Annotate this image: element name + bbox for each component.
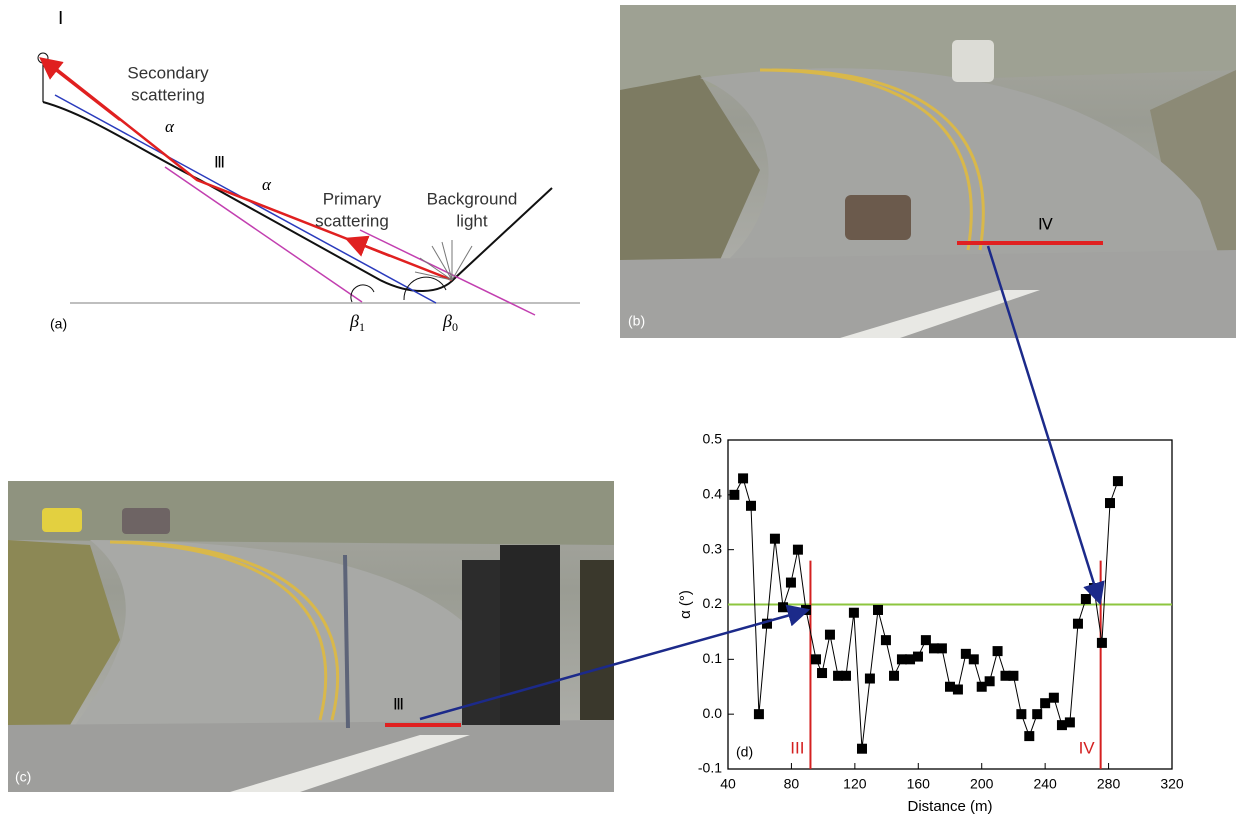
marker-label: IV (1079, 738, 1096, 757)
chart-d: -0.1 0.0 0.1 0.2 0.3 0.4 0.5 40 80 120 160 200 240 28… (677, 431, 1184, 815)
data-point (841, 671, 851, 681)
label: Background (427, 189, 518, 208)
person (580, 560, 614, 720)
beta: β (349, 311, 359, 331)
data-point (1065, 717, 1075, 727)
y-tick-label: 0.4 (703, 486, 723, 502)
point-label: Ⅰ (58, 8, 63, 28)
data-point (985, 676, 995, 686)
marker-label: Ⅲ (393, 697, 404, 714)
marker-label: Ⅳ (1038, 217, 1053, 234)
alpha: α (165, 117, 175, 136)
data-point (786, 578, 796, 588)
data-point (1049, 693, 1059, 703)
angle-arc (351, 285, 374, 302)
data-point (849, 608, 859, 618)
van (952, 40, 994, 82)
x-tick-label: 40 (720, 776, 736, 792)
label: Secondary (127, 63, 209, 82)
y-axis-label: α (°) (677, 590, 694, 619)
beta-label: β1 (349, 311, 365, 334)
data-point (770, 534, 780, 544)
subscript: 1 (359, 320, 365, 334)
x-tick-label: 200 (970, 776, 994, 792)
data-point (825, 630, 835, 640)
data-point (873, 605, 883, 615)
data-point (993, 646, 1003, 656)
label: light (456, 211, 487, 230)
y-tick-label: -0.1 (698, 760, 722, 776)
car (845, 195, 911, 240)
data-point (889, 671, 899, 681)
panel-label: (c) (15, 769, 31, 785)
panel-label: (d) (736, 744, 753, 760)
data-point (953, 684, 963, 694)
y-tick-label: 0.1 (703, 650, 723, 666)
data-point (857, 744, 867, 754)
data-point (1032, 709, 1042, 719)
data-point (793, 545, 803, 555)
data-point (778, 602, 788, 612)
data-point (1105, 498, 1115, 508)
trees (8, 481, 614, 545)
data-point (969, 654, 979, 664)
page: Ⅰ Secondary scattering α Ⅲ α Primary sca… (0, 0, 1236, 822)
data-point (937, 643, 947, 653)
figure: Ⅰ Secondary scattering α Ⅲ α Primary sca… (0, 0, 1236, 822)
data-point (1081, 594, 1091, 604)
x-tick-label: 240 (1033, 776, 1057, 792)
data-point (1016, 709, 1026, 719)
car (122, 508, 170, 534)
label: Primary (323, 189, 382, 208)
data-point (865, 674, 875, 684)
arrow (355, 242, 390, 256)
data-point (1113, 476, 1123, 486)
person (462, 560, 502, 725)
data-point (738, 473, 748, 483)
point-label: Ⅲ (214, 155, 225, 172)
data-point (881, 635, 891, 645)
data-point (1008, 671, 1018, 681)
light-path (45, 60, 452, 280)
data-point (1073, 619, 1083, 629)
x-tick-label: 320 (1160, 776, 1184, 792)
data-point (754, 709, 764, 719)
x-tick-label: 160 (907, 776, 931, 792)
data-point (1040, 698, 1050, 708)
x-axis-label: Distance (m) (907, 798, 992, 815)
diagram-a: Ⅰ Secondary scattering α Ⅲ α Primary sca… (38, 8, 580, 334)
data-point (811, 654, 821, 664)
label: scattering (131, 85, 205, 104)
data-point (817, 668, 827, 678)
alpha: α (262, 175, 272, 194)
panel-label: (a) (50, 316, 67, 332)
person (500, 545, 560, 725)
beta: β (442, 311, 452, 331)
x-tick-label: 280 (1097, 776, 1121, 792)
marker-label: III (790, 738, 804, 757)
y-tick-label: 0.2 (703, 595, 723, 611)
x-tick-label: 120 (843, 776, 867, 792)
panel-label: (b) (628, 313, 645, 329)
y-tick-label: 0.3 (703, 540, 723, 556)
background-rays (415, 240, 472, 280)
y-tick-label: 0.0 (703, 705, 723, 721)
data-point (1024, 731, 1034, 741)
beta-label: β0 (442, 311, 458, 334)
photo-c: Ⅲ (c) (8, 481, 614, 792)
subscript: 0 (452, 320, 458, 334)
data-point (729, 490, 739, 500)
car (42, 508, 82, 532)
data-point (913, 652, 923, 662)
data-point (746, 501, 756, 511)
x-tick-label: 80 (784, 776, 800, 792)
label: scattering (315, 211, 389, 230)
photo-b: Ⅳ (b) (620, 5, 1236, 338)
y-tick-label: 0.5 (703, 431, 723, 447)
data-point (1097, 638, 1107, 648)
